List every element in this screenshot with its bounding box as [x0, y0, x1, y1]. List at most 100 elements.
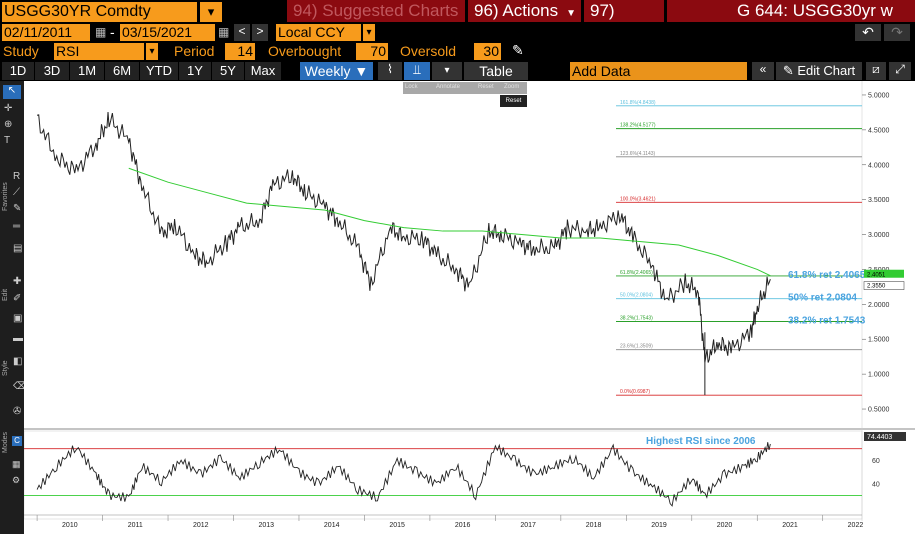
frequency-select[interactable]: Weekly ▼	[300, 62, 373, 80]
y-tick-label: 3.0000	[868, 232, 890, 239]
calendar-icon[interactable]: ▦	[218, 25, 230, 39]
pencil-icon[interactable]: ✎	[512, 42, 524, 58]
currency-dropdown-icon[interactable]: ▾	[363, 24, 375, 41]
mode-icon[interactable]: ▦	[12, 459, 21, 469]
crosshair-icon[interactable]: ✛	[4, 103, 13, 114]
r-icon[interactable]: R	[13, 171, 21, 182]
x-tick-label: 2022	[848, 522, 864, 529]
ruler-icon[interactable]: ▤	[13, 243, 23, 254]
line-chart-icon[interactable]: ⌇	[378, 62, 402, 80]
ma-value-tag	[864, 269, 904, 278]
style-icon[interactable]: ◧	[13, 356, 23, 367]
date-separator: -	[110, 24, 115, 40]
period-input[interactable]: 14	[225, 43, 255, 60]
rsi-tick-label: 60	[872, 458, 880, 465]
rsi-value-label: 74.4403	[867, 434, 892, 441]
fill-icon[interactable]: ▣	[13, 313, 23, 324]
collapse-icon[interactable]: «	[752, 62, 774, 80]
x-tick-label: 2010	[62, 522, 78, 529]
popup-item-lock[interactable]: Lock	[405, 84, 418, 90]
expand-icon[interactable]: ⤢	[889, 62, 911, 80]
edit-square-icon[interactable]: ⧄	[866, 62, 886, 80]
edit-button[interactable]: 97) Edit▼	[584, 0, 664, 42]
overbought-label: Overbought	[268, 43, 342, 59]
end-date-input[interactable]: 03/15/2021	[120, 24, 215, 41]
study-dropdown-icon[interactable]: ▾	[146, 43, 158, 60]
range-button-5y[interactable]: 5Y	[212, 62, 244, 80]
calendar-icon[interactable]: ▦	[95, 25, 107, 39]
y-tick-label: 5.0000	[868, 92, 890, 99]
chart-canvas[interactable]: 5.00004.50004.00003.50003.00002.50002.00…	[24, 81, 915, 534]
fib-level-label: 61.8%(2.4065)	[620, 270, 653, 276]
bar-chart-icon[interactable]: ⫫	[404, 62, 430, 80]
range-button-ytd[interactable]: YTD	[140, 62, 178, 80]
cursor-icon[interactable]: ↖	[3, 85, 21, 99]
popup-item-annotate[interactable]: Annotate	[436, 84, 461, 90]
study-select[interactable]: RSI	[54, 43, 144, 60]
hline-icon[interactable]: ═	[13, 221, 21, 232]
range-button-1m[interactable]: 1M	[70, 62, 104, 80]
redo-icon[interactable]: ↷	[884, 24, 910, 41]
next-period-button[interactable]: >	[252, 24, 268, 41]
x-tick-label: 2015	[389, 522, 405, 529]
range-button-1d[interactable]: 1D	[2, 62, 34, 80]
brush-icon[interactable]: ✎	[13, 203, 22, 214]
draw-icon[interactable]: ✚	[13, 276, 22, 287]
fib-level-label: 100.0%(3.4621)	[620, 196, 656, 202]
price-series-line	[36, 112, 771, 363]
edit-side-label: Edit	[2, 288, 9, 301]
main-plot-area[interactable]	[24, 81, 862, 423]
period-label: Period	[174, 43, 215, 59]
study-bar: Study RSI ▾ Period 14 Overbought 70 Over…	[0, 42, 915, 61]
line-tool-icon[interactable]: ⟋	[13, 187, 20, 198]
text-icon[interactable]: T	[4, 135, 11, 146]
eraser-icon[interactable]: ⌫	[13, 381, 28, 392]
table-button[interactable]: Table	[464, 62, 528, 80]
retracement-annotation: 38.2% ret 1.7543	[788, 315, 866, 326]
undo-icon[interactable]: ↶	[855, 24, 881, 41]
moving-average-line	[128, 167, 771, 277]
edit-chart-button[interactable]: ✎ Edit Chart	[776, 62, 862, 80]
style-label: Style	[2, 360, 9, 376]
oversold-label: Oversold	[400, 43, 457, 59]
overbought-input[interactable]: 70	[356, 43, 388, 60]
actions-button[interactable]: 96) Actions ▼	[468, 0, 581, 22]
rsi-value-tag	[864, 432, 906, 441]
x-tick-label: 2013	[258, 522, 274, 529]
popup-item-zoom[interactable]: Zoom	[504, 84, 520, 90]
suggested-charts-button[interactable]: 94) Suggested Charts	[287, 0, 465, 22]
fib-level-label: 138.2%(4.5177)	[620, 123, 656, 129]
range-button-max[interactable]: Max	[245, 62, 281, 80]
oversold-input[interactable]: 30	[474, 43, 501, 60]
y-tick-label: 4.0000	[868, 162, 890, 169]
fib-level-label: 0.0%(0.6987)	[620, 389, 650, 395]
ticker-field[interactable]: USGG30YR Comdty	[2, 2, 197, 22]
header-bar: USGG30YR Comdty ▾ 94) Suggested Charts 9…	[0, 0, 915, 42]
popup-item-reset[interactable]: Reset	[478, 84, 494, 90]
fib-level-label: 50.0%(2.0804)	[620, 293, 653, 299]
start-date-input[interactable]: 02/11/2011	[2, 24, 90, 41]
color-icon[interactable]: ▬	[13, 333, 23, 344]
range-button-6m[interactable]: 6M	[105, 62, 139, 80]
reset-button[interactable]: Reset	[500, 95, 527, 107]
add-data-input[interactable]: Add Data	[570, 62, 747, 80]
wrench-icon[interactable]: ✇	[13, 406, 22, 417]
x-tick-label: 2011	[128, 522, 143, 529]
window-title: G 644: USGG30yr w	[667, 0, 915, 22]
prev-period-button[interactable]: <	[234, 24, 250, 41]
date-bar: 02/11/2011 ▦ - 03/15/2021 ▦ < > Local CC…	[0, 23, 915, 42]
fib-level-label: 23.6%(1.3509)	[620, 344, 653, 350]
x-tick-label: 2020	[717, 522, 733, 529]
tool-panel: ↖ ✛ ⊕ T Favorites R ⟋ ✎ ═ ▤ Edit ✚ ✐ ▣ ▬…	[0, 81, 28, 534]
chart-mode-icon[interactable]: C	[12, 436, 22, 446]
chart-type-dropdown-icon[interactable]: ▾	[432, 62, 462, 80]
zoom-icon[interactable]: ⊕	[4, 119, 13, 130]
settings-gear-icon[interactable]: ⚙	[12, 475, 21, 485]
rsi-annotation: Highest RSI since 2006	[646, 436, 756, 447]
favorites-label: Favorites	[2, 182, 9, 211]
range-button-1y[interactable]: 1Y	[179, 62, 211, 80]
ticker-dropdown-icon[interactable]: ▾	[200, 2, 222, 22]
pen-icon[interactable]: ✐	[13, 293, 22, 304]
range-button-3d[interactable]: 3D	[35, 62, 69, 80]
currency-select[interactable]: Local CCY	[276, 24, 361, 41]
